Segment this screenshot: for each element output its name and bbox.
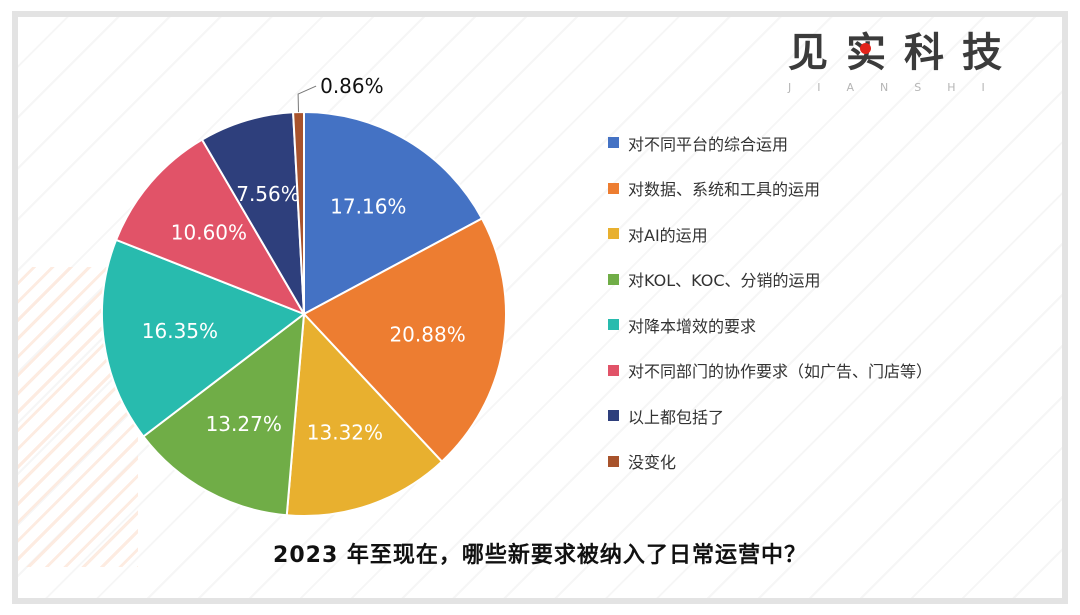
legend-label: 对不同部门的协作要求（如广告、门店等） [628,362,933,382]
legend-item-8: 没变化 [608,439,1028,485]
slice-label-5: 16.35% [142,319,218,343]
legend-swatch [608,364,619,376]
legend-item-4: 对KOL、KOC、分销的运用 [608,257,1028,303]
legend-item-3: 对AI的运用 [608,211,1028,257]
legend-item-2: 对数据、系统和工具的运用 [608,166,1028,212]
pie-slice-7 [200,111,305,315]
slice-label-2: 20.88% [389,322,465,346]
slice-label-8: 0.86% [320,74,384,98]
pie-slice-4 [141,311,306,517]
legend-swatch [608,273,619,285]
slice-label-6: 10.60% [171,221,247,245]
legend-item-1: 对不同平台的综合运用 [608,120,1028,166]
slice-label-1: 17.16% [330,195,406,219]
legend-item-5: 对降本增效的要求 [608,302,1028,348]
pie-slice-3 [285,311,444,517]
legend-label: 对不同平台的综合运用 [628,134,789,154]
pie-slice-1 [303,110,484,316]
pie-slice-2 [302,217,507,464]
legend-swatch [608,319,619,331]
legend-label: 对AI的运用 [628,225,708,245]
legend-swatch [608,410,619,422]
brand-logo: 见实科技 JIANSHI [788,30,1018,105]
legend-label: 对KOL、KOC、分销的运用 [628,271,821,291]
chart-title: 2023 年至现在，哪些新要求被纳入了日常运营中？ [273,543,807,568]
leader-line-8 [297,85,317,113]
legend-item-6: 对不同部门的协作要求（如广告、门店等） [608,348,1028,394]
slice-label-7: 7.56% [236,182,300,206]
legend-swatch [608,137,619,149]
slice-label-3: 13.32% [307,420,383,444]
brand-name-en: JIANSHI [788,81,1011,94]
chart-legend: 对不同平台的综合运用对数据、系统和工具的运用 对AI的运用对KOL、KOC、分销的… [608,120,1028,484]
brand-dot [860,43,871,54]
pie-slice-5 [101,238,307,438]
legend-item-7: 以上都包括了 [608,393,1028,439]
slice-label-4: 13.27% [206,412,282,436]
legend-label: 没变化 [628,453,677,473]
legend-label: 以上都包括了 [628,407,725,427]
legend-label: 对降本增效的要求 [628,316,757,336]
pie-slice-6 [114,138,307,316]
legend-swatch [608,455,619,467]
brand-name-cn: 见实科技 [788,30,1020,76]
legend-swatch [608,228,619,240]
legend-label: 对数据、系统和工具的运用 [628,180,821,200]
legend-swatch [608,182,619,194]
